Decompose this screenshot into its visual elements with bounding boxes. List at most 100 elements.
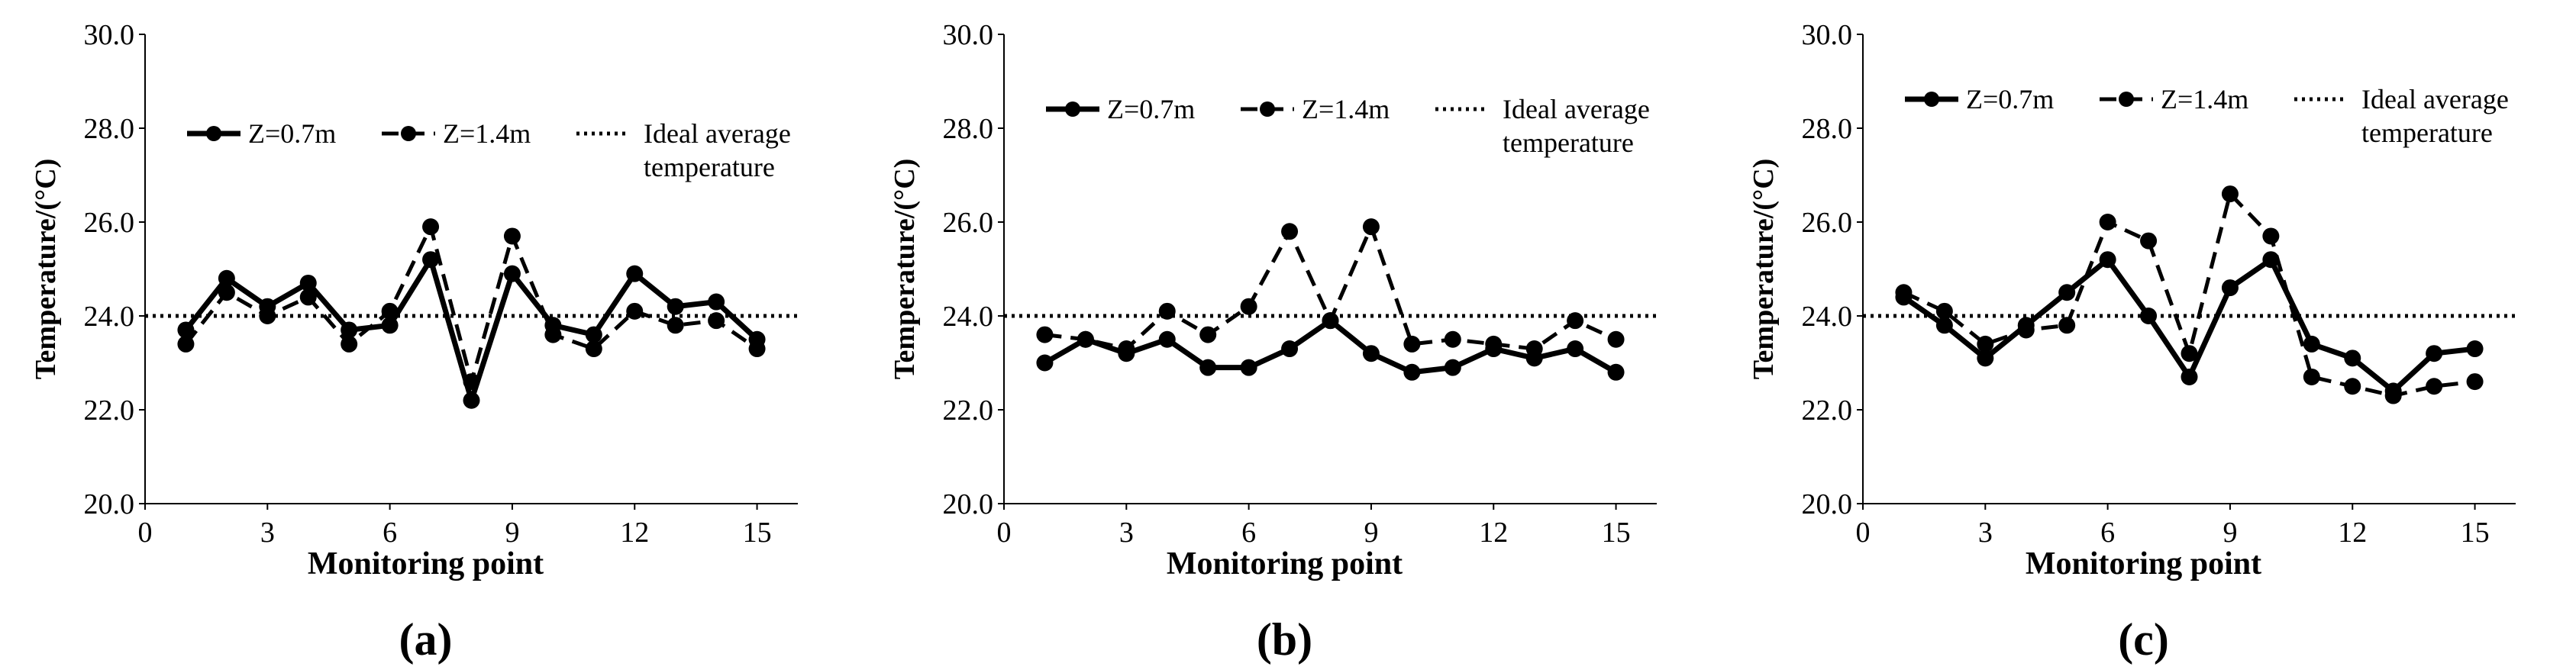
panel-caption: (c)	[2118, 614, 2169, 665]
data-point	[1362, 218, 1380, 236]
data-point	[2303, 368, 2320, 385]
legend-label: Ideal average	[2361, 84, 2509, 114]
data-point	[1158, 330, 1176, 348]
data-point	[667, 298, 684, 315]
legend-label: Z=1.4m	[443, 118, 531, 149]
y-tick-label: 20.0	[943, 488, 994, 520]
data-point	[626, 265, 644, 282]
data-point	[708, 293, 725, 311]
legend-label: Z=0.7m	[1107, 94, 1195, 124]
y-tick-label: 20.0	[84, 488, 135, 520]
data-point	[667, 317, 684, 334]
legend-marker	[1924, 92, 1939, 107]
y-tick-label: 30.0	[84, 19, 135, 51]
data-point	[218, 269, 235, 287]
y-tick-label: 28.0	[943, 113, 994, 145]
legend-marker	[1065, 101, 1080, 117]
y-tick-label: 28.0	[84, 113, 135, 145]
data-point	[381, 317, 399, 334]
x-tick-label: 9	[2223, 517, 2237, 549]
data-point	[2466, 373, 2484, 391]
data-point	[1977, 349, 1994, 367]
panel-caption: (b)	[1257, 614, 1312, 665]
data-point	[2099, 251, 2116, 269]
y-tick-label: 26.0	[84, 207, 135, 239]
data-point	[259, 298, 276, 315]
data-point	[341, 335, 358, 353]
x-tick-label: 12	[1479, 517, 1508, 549]
data-point	[1199, 359, 1217, 376]
x-tick-label: 15	[1602, 517, 1631, 549]
series-solid	[1036, 312, 1625, 381]
data-point	[2303, 335, 2320, 353]
panel-b-chart: 20.0 22.0 24.0 26.0 28.0 30.0 0 3 6 9 12 15 Temperat…	[889, 19, 1657, 665]
data-point	[463, 391, 480, 409]
panel-caption: (a)	[399, 614, 453, 665]
series-solid	[177, 251, 766, 409]
y-tick-label: 26.0	[943, 207, 994, 239]
x-tick-label: 12	[2338, 517, 2367, 549]
data-point	[1240, 298, 1257, 315]
legend-marker	[1260, 101, 1275, 117]
y-axis-label: Temperature/(°C)	[30, 159, 62, 380]
data-point	[626, 302, 644, 320]
data-point	[1895, 288, 1913, 306]
data-point	[341, 321, 358, 339]
x-tick-label: 6	[1241, 517, 1256, 549]
y-tick-label: 20.0	[1802, 488, 1853, 520]
data-point	[1607, 330, 1625, 348]
data-point	[2344, 378, 2361, 395]
legend-label: Z=1.4m	[2161, 84, 2248, 114]
x-tick-label: 15	[2461, 517, 2490, 549]
data-point	[422, 251, 440, 269]
panel-a-chart: 20.0 22.0 24.0 26.0 28.0 30.0 0 3 6 9 12 15 Temperat…	[30, 19, 798, 665]
data-point	[2262, 227, 2280, 245]
legend-label: temperature	[644, 152, 775, 182]
y-tick-label: 24.0	[84, 301, 135, 333]
data-point	[2099, 214, 2116, 230]
data-point	[1362, 345, 1380, 362]
data-point	[2384, 382, 2402, 400]
data-point	[503, 227, 521, 245]
legend-label: Z=1.4m	[1302, 94, 1390, 124]
data-point	[708, 312, 725, 330]
data-point	[1199, 326, 1217, 343]
data-point	[218, 284, 235, 301]
data-point	[2221, 185, 2239, 203]
x-tick-label: 3	[1978, 517, 1993, 549]
data-point	[1036, 354, 1054, 372]
x-tick-label: 9	[1364, 517, 1378, 549]
legend-label: temperature	[2361, 118, 2493, 148]
data-point	[2181, 345, 2198, 362]
x-tick-label: 3	[260, 517, 275, 549]
y-tick-label: 22.0	[943, 395, 994, 427]
legend-marker	[206, 126, 221, 141]
data-point	[2344, 349, 2361, 367]
data-point	[503, 265, 521, 282]
data-point	[1077, 330, 1094, 348]
y-tick-label: 22.0	[84, 395, 135, 427]
x-axis-label: Monitoring point	[308, 546, 544, 581]
data-point	[1322, 312, 1339, 330]
data-point	[1444, 330, 1461, 348]
data-point	[1403, 335, 1421, 353]
data-point	[748, 330, 766, 348]
x-tick-label: 15	[743, 517, 772, 549]
data-point	[585, 340, 602, 358]
data-point	[2426, 345, 2443, 362]
data-point	[1567, 340, 1584, 358]
data-point	[585, 326, 602, 343]
x-tick-label: 9	[505, 517, 519, 549]
data-point	[544, 317, 562, 334]
y-tick-label: 24.0	[943, 301, 994, 333]
series-line	[1044, 224, 1617, 351]
data-point	[2017, 317, 2035, 334]
y-tick-label: 30.0	[943, 19, 994, 51]
series-dashed	[1036, 218, 1625, 358]
data-point	[2466, 340, 2484, 358]
data-point	[1158, 302, 1176, 320]
data-point	[1935, 302, 1953, 320]
